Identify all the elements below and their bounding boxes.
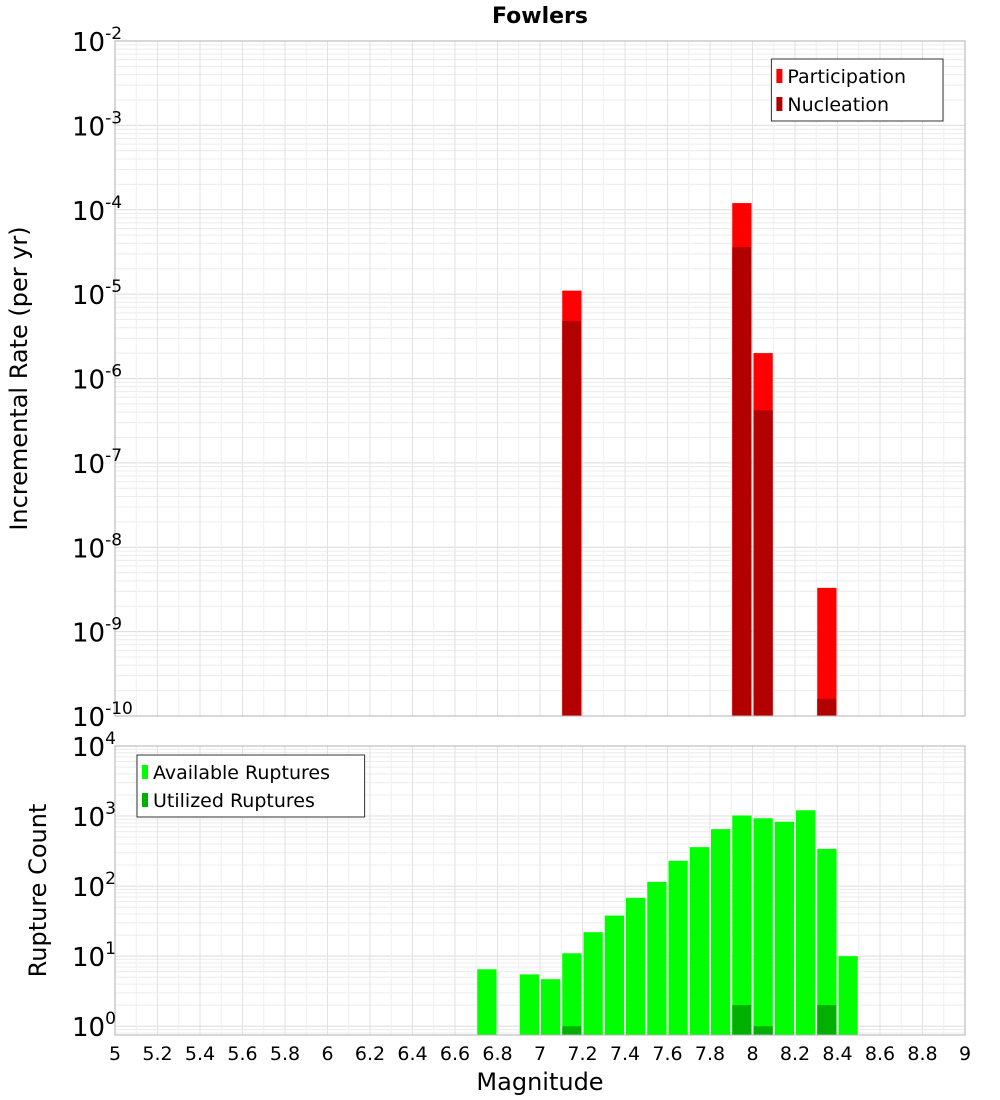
bar-available-ruptures bbox=[626, 897, 646, 1035]
x-tick-label: 8.2 bbox=[780, 1043, 810, 1065]
bar-available-ruptures bbox=[647, 881, 667, 1035]
legend-label: Nucleation bbox=[787, 94, 889, 116]
plot-border bbox=[114, 40, 966, 717]
x-tick-labels: 5 5.2 5.4 5.6 5.8 6 6.2 6.4 6.6 6.8 7 7.2 7.4 7.6 7.8 8… bbox=[109, 1043, 971, 1065]
y-tick-label: 10-2 bbox=[72, 24, 122, 58]
y-tick-label: 103 bbox=[72, 799, 116, 833]
y-tick-label: 10-10 bbox=[72, 699, 133, 733]
bar-available-ruptures bbox=[817, 848, 837, 1035]
bar-participation bbox=[817, 587, 837, 716]
x-tick-label: 6.6 bbox=[440, 1043, 470, 1065]
x-tick-label: 8 bbox=[746, 1043, 758, 1065]
bar-nucleation bbox=[562, 321, 582, 716]
y-tick-labels: 10-2 10-3 10-4 10-5 10-6 10-7 10-8 10-9 10-10 bbox=[72, 24, 133, 733]
legend-swatch-nucleation bbox=[776, 97, 783, 111]
legend-box bbox=[770, 58, 944, 122]
bar-available-ruptures bbox=[732, 815, 752, 1035]
bar-available-ruptures bbox=[541, 979, 561, 1035]
plot-panel-1: 10-2 10-3 10-4 10-5 10-6 10-7 10-8 10-9 10-10 Fow… bbox=[5, 4, 966, 733]
bar-available-ruptures bbox=[796, 810, 816, 1035]
y-tick-label: 100 bbox=[72, 1009, 116, 1043]
bar-utilized-ruptures bbox=[753, 1026, 773, 1035]
x-tick-label: 7.8 bbox=[695, 1043, 725, 1065]
x-tick-label: 6 bbox=[321, 1043, 333, 1065]
x-tick-label: 9 bbox=[959, 1043, 971, 1065]
y-axis-label: Incremental Rate (per yr) bbox=[5, 226, 33, 530]
bars bbox=[562, 203, 837, 716]
x-tick-label: 6.4 bbox=[397, 1043, 427, 1065]
bar-available-ruptures bbox=[604, 915, 624, 1035]
chart-title: Fowlers bbox=[492, 4, 588, 29]
bar-available-ruptures bbox=[774, 821, 794, 1035]
x-tick-label: 5 bbox=[109, 1043, 121, 1065]
x-axis-label: Magnitude bbox=[476, 1068, 603, 1096]
bar-utilized-ruptures bbox=[732, 1005, 752, 1035]
bar-available-ruptures bbox=[838, 956, 858, 1035]
bar-available-ruptures bbox=[668, 860, 688, 1035]
x-tick-label: 7.4 bbox=[610, 1043, 640, 1065]
legend-label: Participation bbox=[787, 66, 906, 88]
x-tick-label: 7.6 bbox=[652, 1043, 682, 1065]
bar-available-ruptures bbox=[583, 932, 603, 1035]
legend: Available Ruptures Utilized Ruptures bbox=[136, 754, 366, 818]
bar-nucleation bbox=[753, 410, 773, 716]
y-tick-label: 10-7 bbox=[72, 446, 122, 480]
legend-swatch-utilized-ruptures bbox=[142, 793, 148, 807]
legend-swatch-participation bbox=[776, 69, 783, 83]
y-tick-label: 10-3 bbox=[72, 108, 122, 142]
x-tick-label: 5.6 bbox=[227, 1043, 257, 1065]
bar-nucleation bbox=[732, 247, 752, 716]
bar-available-ruptures bbox=[562, 953, 582, 1035]
legend: Participation Nucleation bbox=[770, 58, 944, 122]
legend-box bbox=[136, 754, 366, 818]
legend-swatch-available-ruptures bbox=[142, 765, 148, 779]
x-tick-label: 8.4 bbox=[822, 1043, 852, 1065]
y-tick-labels: 104 103 102 101 100 bbox=[72, 729, 116, 1043]
bar-available-ruptures bbox=[477, 969, 497, 1035]
x-tick-label: 6.2 bbox=[355, 1043, 385, 1065]
y-tick-label: 104 bbox=[72, 729, 116, 763]
y-tick-label: 102 bbox=[72, 869, 116, 903]
y-tick-label: 10-6 bbox=[72, 362, 122, 396]
bar-utilized-ruptures bbox=[562, 1026, 582, 1035]
bar-available-ruptures bbox=[689, 847, 709, 1035]
x-tick-label: 8.6 bbox=[865, 1043, 895, 1065]
y-tick-label: 10-4 bbox=[72, 193, 122, 227]
legend-label: Utilized Ruptures bbox=[153, 790, 315, 812]
plot-border bbox=[114, 745, 966, 1036]
y-tick-label: 10-9 bbox=[72, 615, 122, 649]
plot-panel-2: 104 103 102 101 100 Rupture Count 5 5.2 5.4 5.6 5.… bbox=[24, 729, 971, 1096]
x-tick-label: 7.2 bbox=[567, 1043, 597, 1065]
bar-available-ruptures bbox=[519, 974, 539, 1035]
x-tick-label: 7 bbox=[534, 1043, 546, 1065]
y-tick-label: 10-5 bbox=[72, 277, 122, 311]
bar-available-ruptures bbox=[711, 829, 731, 1035]
bars bbox=[477, 810, 858, 1035]
legend-label: Available Ruptures bbox=[153, 762, 330, 784]
x-tick-label: 5.8 bbox=[270, 1043, 300, 1065]
x-tick-label: 8.8 bbox=[907, 1043, 937, 1065]
y-tick-label: 101 bbox=[72, 939, 116, 973]
x-tick-label: 5.4 bbox=[185, 1043, 215, 1065]
x-tick-label: 5.2 bbox=[142, 1043, 172, 1065]
bar-utilized-ruptures bbox=[817, 1005, 837, 1035]
y-tick-label: 10-8 bbox=[72, 530, 122, 564]
bar-nucleation bbox=[817, 698, 837, 716]
x-tick-label: 6.8 bbox=[482, 1043, 512, 1065]
bar-available-ruptures bbox=[753, 818, 773, 1035]
y-axis-label: Rupture Count bbox=[24, 804, 52, 978]
grid bbox=[114, 40, 966, 717]
